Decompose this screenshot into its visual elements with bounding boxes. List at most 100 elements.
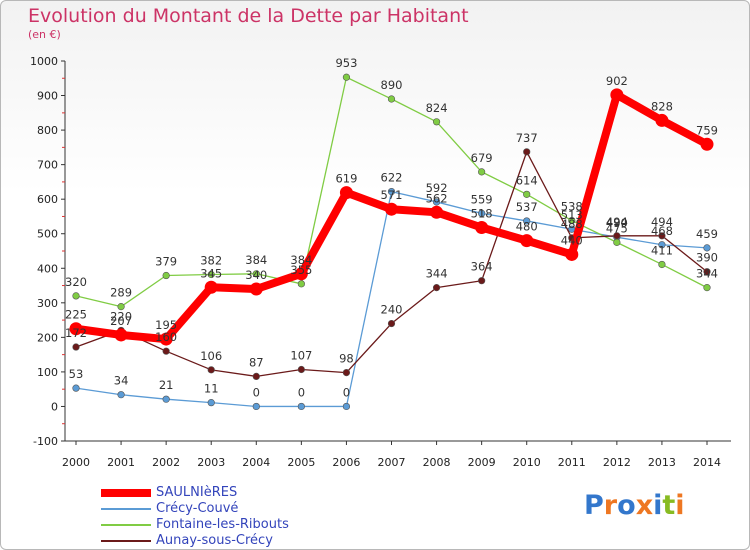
data-label: 11 [204,382,219,396]
data-label: 207 [110,314,132,328]
data-point [610,88,624,102]
data-label: 828 [651,99,673,113]
logo-letter: x [635,490,654,521]
legend-label: Aunay-sous-Crécy [156,533,273,548]
data-point [523,190,531,198]
y-tick-label: 400 [37,262,58,275]
data-label: 494 [606,215,628,229]
logo-letter: o [617,490,636,521]
data-point [700,137,714,151]
data-point [204,280,218,294]
data-point [69,322,83,336]
data-point [430,205,444,219]
data-point [385,202,398,216]
data-label: 619 [335,172,357,186]
data-label: 459 [696,227,718,241]
legend-label: Fontaine-les-Ribouts [156,517,289,532]
data-point [613,238,621,246]
x-tick-label: 2003 [197,456,225,469]
logo-letter: r [603,490,618,521]
data-point [523,217,531,225]
data-point [72,292,80,300]
data-label: 225 [65,308,87,322]
data-label: 562 [426,191,448,205]
logo-letter: P [584,490,604,521]
data-label: 107 [290,348,312,362]
data-point [655,113,669,127]
data-label: 824 [426,101,448,115]
y-tick-label: 500 [37,228,58,241]
x-tick-label: 2007 [378,456,406,469]
logo-letter: i [653,490,663,521]
data-label: 87 [249,355,264,369]
data-label: 379 [155,255,177,269]
data-point [478,277,486,285]
data-point [658,241,666,249]
data-label: 384 [290,253,312,267]
data-point [703,284,711,292]
data-label: 0 [298,385,305,399]
data-label: 340 [245,268,267,282]
data-point [703,268,711,276]
data-label: 592 [426,181,448,195]
data-point [658,232,666,240]
data-point [162,347,170,355]
logo-letter: i [675,490,685,521]
data-point [387,95,396,103]
data-label: 737 [516,131,538,145]
data-label: 559 [471,192,493,206]
y-tick-label: 200 [37,331,58,344]
data-label: 382 [200,253,222,267]
data-point [703,244,711,252]
data-point [297,402,305,411]
data-label: 890 [381,78,403,92]
data-label: 320 [65,275,87,289]
data-label: 490 [606,216,628,230]
x-tick-label: 2014 [693,456,721,469]
data-point [568,217,576,225]
data-label: 622 [381,171,403,185]
y-tick-label: 900 [37,90,58,103]
x-tick-label: 2009 [468,456,496,469]
data-point [252,270,260,278]
data-label: 220 [110,309,132,323]
proxiti-logo: Proxiti [584,490,685,521]
data-point [297,365,305,374]
data-point [117,391,125,399]
data-point [339,186,353,200]
data-point [117,303,125,311]
y-tick-label: 300 [37,297,58,310]
data-point [565,247,579,261]
y-tick-label: 0 [51,400,58,413]
x-tick-label: 2000 [62,456,90,469]
data-label: 240 [381,303,403,317]
data-label: 106 [200,349,222,363]
data-point [249,282,263,296]
data-point [387,187,396,196]
data-point [162,395,170,403]
data-label: 344 [696,267,718,281]
data-point [207,399,215,407]
y-tick-label: 700 [37,159,58,172]
data-point [387,319,396,328]
data-point [658,260,666,269]
data-label: 759 [696,123,718,137]
data-label: 468 [651,224,673,238]
data-point [613,232,621,240]
data-label: 679 [471,151,493,165]
data-point [342,369,351,377]
data-label: 513 [561,208,583,222]
logo-letter: t [662,490,676,521]
data-label: 571 [381,188,403,202]
x-tick-label: 2008 [423,456,451,469]
data-label: 21 [159,378,174,392]
x-tick-label: 2002 [152,456,180,469]
data-label: 384 [245,253,267,267]
legend-swatch [101,508,151,510]
data-label: 160 [155,330,177,344]
data-point [72,384,80,392]
unit-label: (en €) [28,28,61,41]
data-point [252,402,260,411]
data-label: 98 [339,352,354,366]
